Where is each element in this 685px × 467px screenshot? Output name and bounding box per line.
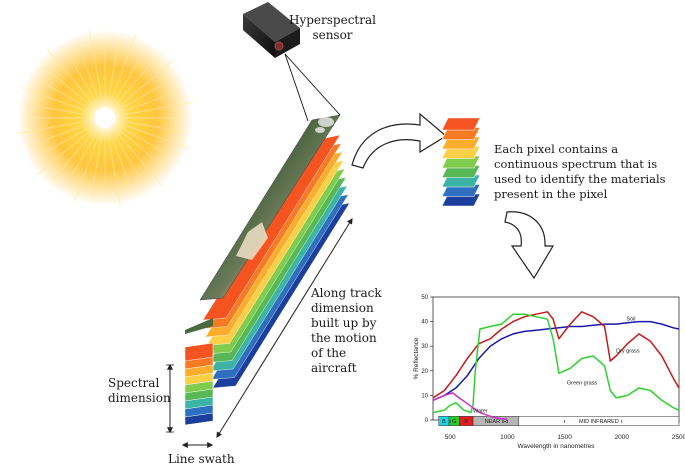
sun-ray (44, 82, 94, 112)
y-tick-label: 50 (421, 295, 428, 301)
sun-ray (20, 86, 93, 114)
pixel-band-tile (441, 117, 481, 131)
sun-ray (26, 103, 92, 117)
sun-ray (118, 119, 184, 133)
sun-ray (113, 128, 164, 188)
sensor-view-lines (284, 53, 341, 122)
sun-ray (111, 129, 141, 179)
series-line (432, 320, 680, 401)
x-axis-label: Wavelength in nanometres (517, 443, 595, 450)
sun-ray (111, 57, 141, 107)
sun (16, 29, 194, 207)
region-label: R (464, 419, 468, 425)
sun-ray (113, 56, 157, 108)
region-label: MID INFRARED (579, 419, 619, 425)
along-track-label: Along track dimension built up by the mo… (311, 286, 382, 375)
y-tick-label: 40 (421, 320, 428, 326)
sun-ray (35, 126, 95, 177)
series-line (432, 392, 508, 421)
x-tick-label: 2000 (615, 434, 630, 441)
series-line (432, 313, 680, 414)
y-tick-label: 20 (421, 369, 428, 375)
y-tick-label: 0 (425, 418, 429, 424)
sun-ray (44, 124, 94, 154)
sun-ray (106, 131, 122, 207)
along-track-arrow (216, 217, 353, 439)
y-tick-label: 30 (421, 344, 428, 350)
spectral-dimension-label: Spectral dimension (108, 376, 171, 405)
sun-ray (118, 101, 194, 117)
sensor-label: Hyperspectral sensor (289, 13, 376, 42)
curved-arrow-down-icon (504, 211, 555, 280)
sun-ray (16, 119, 92, 135)
x-tick-label: 2500 (672, 434, 685, 441)
series-label: Green grass (567, 380, 598, 386)
sun-ray (116, 82, 166, 112)
spectral-band-tile (184, 342, 214, 362)
reflectance-chart: B G R NEAR IR MID INFRARED 0 10 20 30 40 50 500 1000… (413, 295, 685, 450)
region-label: B (442, 419, 446, 425)
sensor-icon (243, 2, 300, 58)
y-tick-label: 10 (421, 393, 428, 399)
sun-ray (115, 59, 175, 110)
spectral-dimension-stack (184, 342, 214, 426)
sun-ray (73, 130, 101, 203)
sun-ray (29, 122, 93, 146)
x-tick-label: 1500 (557, 434, 572, 441)
sun-ray (69, 129, 99, 179)
image-slice (185, 318, 213, 334)
image-detail-clouds (315, 117, 334, 133)
sun-ray (109, 33, 137, 106)
region-label: G (452, 419, 456, 425)
sun-ray (117, 90, 181, 114)
sun-ray (106, 39, 120, 105)
pixel-note: Each pixel contains a continuous spectru… (494, 142, 666, 201)
sun-ray (77, 42, 101, 106)
sun-ray (46, 48, 97, 108)
sun-ray (115, 126, 167, 170)
line-swath-label: Line swath (168, 452, 235, 466)
pixel-spectrum-stack (441, 117, 481, 207)
x-tick-label: 500 (445, 434, 456, 441)
region-label: NEAR IR (485, 419, 507, 425)
sun-ray (43, 66, 95, 110)
spectral-dimension-arrow (166, 363, 174, 434)
series-label: Dry grass (616, 348, 640, 354)
sun-ray (88, 29, 104, 105)
sun-ray (109, 130, 133, 194)
sun-ray (53, 128, 97, 180)
sun-ray (116, 124, 166, 154)
series-label: Water (473, 409, 488, 415)
series-label: Soil (626, 316, 635, 322)
sun-ray (69, 57, 99, 107)
y-axis-label: % Reflectance (413, 337, 420, 379)
sun-ray (117, 122, 190, 150)
sun-ray (90, 131, 104, 197)
curved-arrow-right-icon (351, 112, 448, 169)
x-tick-label: 1000 (500, 434, 515, 441)
